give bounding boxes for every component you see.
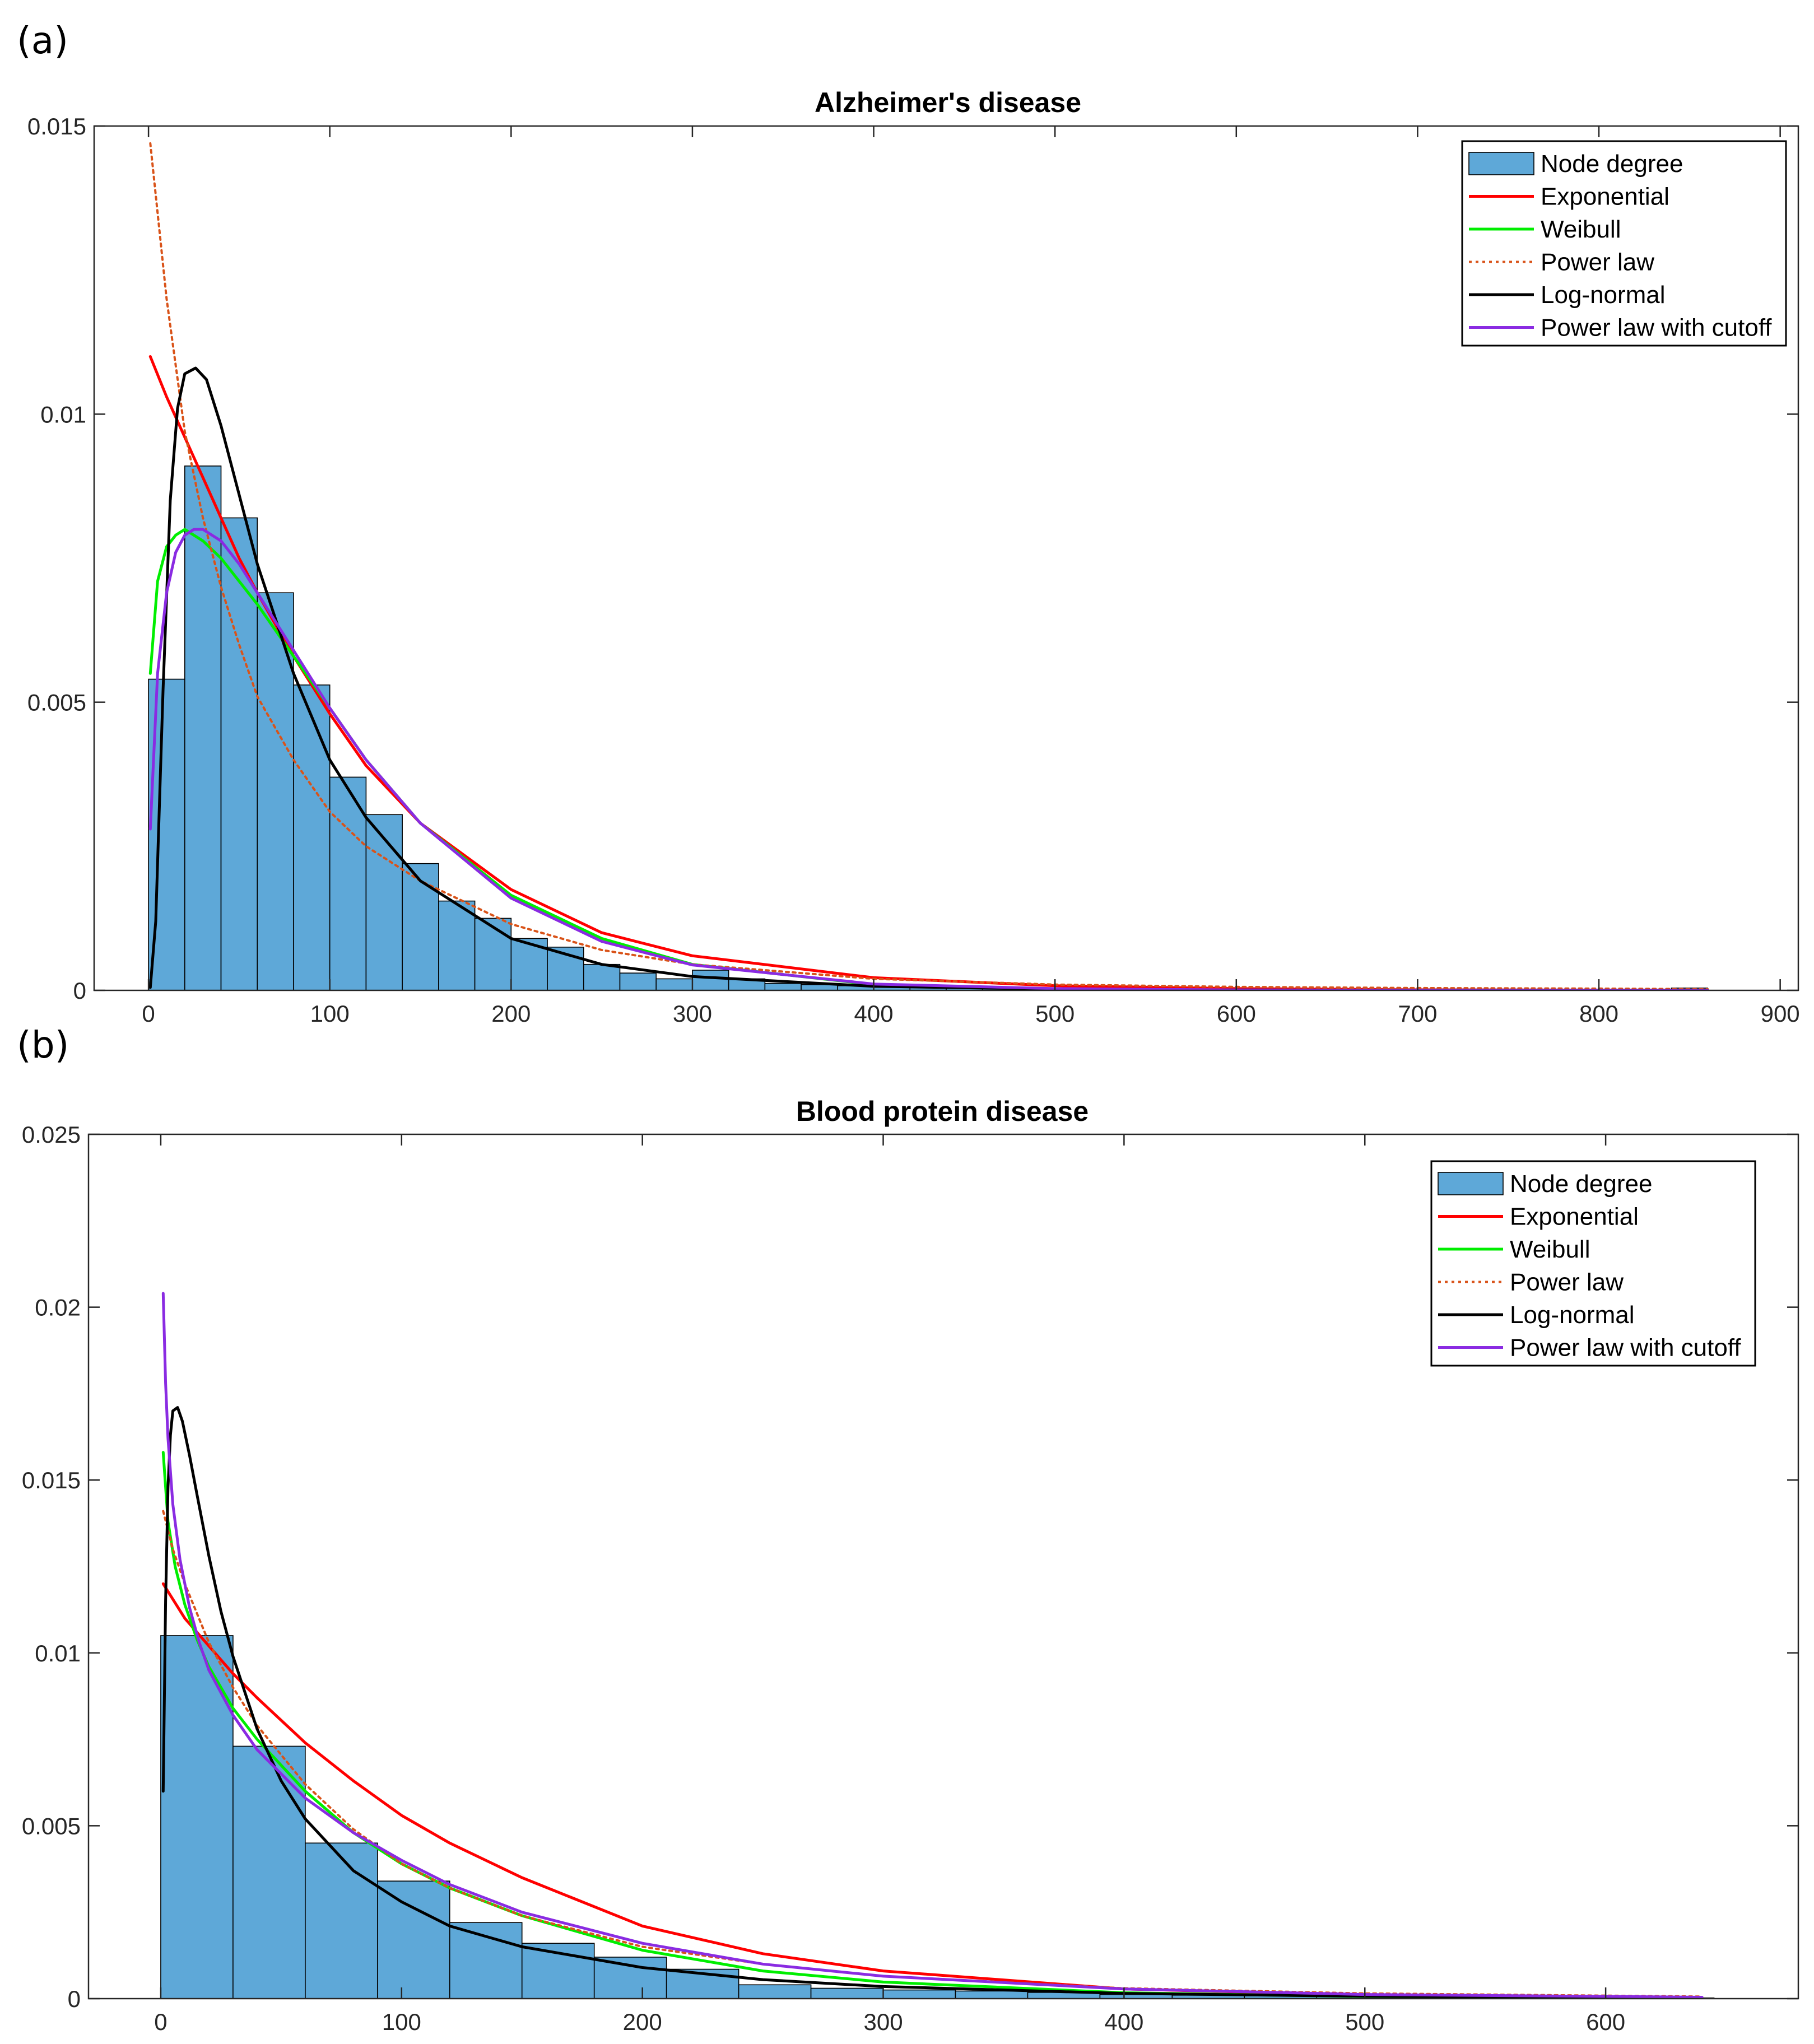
legend-label: Power law with cutoff bbox=[1541, 314, 1772, 342]
histogram-bar bbox=[329, 776, 367, 990]
x-tick-label: 100 bbox=[382, 2009, 421, 2035]
plot-area: 0 100 200 300 400 500 600 0 0.005 0.01 0.015 0.02 0.… bbox=[22, 1121, 1799, 2035]
panel-label: (b) bbox=[17, 1023, 69, 1067]
fit-curves bbox=[148, 142, 1709, 990]
fit-curve-exponential bbox=[161, 1582, 1704, 1999]
histogram bbox=[160, 1635, 1715, 1999]
legend-label: Weibull bbox=[1541, 216, 1621, 243]
y-tick-label: 0.02 bbox=[35, 1295, 81, 1321]
y-tick-label: 0.005 bbox=[22, 1813, 81, 1839]
fit-curve-power-law-with-cutoff bbox=[148, 528, 1709, 990]
legend-label: Node degree bbox=[1510, 1170, 1652, 1198]
histogram-bar bbox=[955, 1990, 1029, 1999]
fit-curve-exponential bbox=[148, 355, 1709, 990]
legend-label: Power law bbox=[1510, 1269, 1624, 1296]
y-tick-label: 0.025 bbox=[22, 1121, 81, 1148]
chart-title: Alzheimer's disease bbox=[815, 87, 1081, 118]
histogram-bar bbox=[738, 1984, 812, 1999]
x-tick-label: 100 bbox=[310, 1000, 350, 1027]
y-tick-label: 0.015 bbox=[27, 113, 86, 139]
histogram-bar bbox=[305, 1842, 378, 1999]
legend-label: Node degree bbox=[1541, 150, 1683, 178]
legend-label: Exponential bbox=[1541, 183, 1669, 211]
x-tick-label: 500 bbox=[1035, 1000, 1075, 1027]
histogram-bar bbox=[593, 1957, 667, 1999]
axes-box bbox=[87, 1133, 1799, 2000]
legend-swatch bbox=[1438, 1172, 1504, 1195]
histogram-bar bbox=[293, 685, 331, 990]
y-tick-label: 0 bbox=[68, 1986, 81, 2012]
legend-swatch bbox=[1468, 152, 1534, 175]
x-tick-label: 0 bbox=[142, 1000, 155, 1027]
x-tick-label: 700 bbox=[1398, 1000, 1437, 1027]
chart-title: Blood protein disease bbox=[796, 1096, 1089, 1127]
histogram-bar bbox=[365, 814, 403, 990]
legend: Node degree Exponential Weibull Power law Lo… bbox=[1430, 1160, 1756, 1367]
plot-area: 0 100 200 300 400 500 600 700 800 900 0 0.005 0.01 0.… bbox=[27, 113, 1800, 1027]
histogram-bar bbox=[232, 1745, 306, 1999]
axes-box bbox=[93, 125, 1799, 991]
fit-curves bbox=[161, 1292, 1704, 1999]
y-tick-label: 0.015 bbox=[22, 1467, 81, 1493]
x-tick-label: 900 bbox=[1761, 1000, 1800, 1027]
x-tick-label: 200 bbox=[491, 1000, 531, 1027]
y-tick-label: 0.005 bbox=[27, 690, 86, 716]
histogram-bar bbox=[619, 972, 657, 990]
legend-box bbox=[1461, 140, 1787, 347]
fit-curve-log-normal bbox=[148, 366, 1709, 990]
histogram-bar bbox=[583, 963, 621, 990]
histogram-bar bbox=[692, 970, 729, 990]
histogram-bar bbox=[764, 983, 802, 990]
histogram-bar bbox=[377, 1880, 450, 1999]
x-tick-label: 600 bbox=[1586, 2009, 1625, 2035]
x-tick-label: 600 bbox=[1217, 1000, 1256, 1027]
legend-label: Weibull bbox=[1510, 1236, 1590, 1263]
legend-label: Power law with cutoff bbox=[1510, 1334, 1741, 1362]
x-tick-label: 200 bbox=[623, 2009, 662, 2035]
y-tick-label: 0 bbox=[73, 977, 86, 1004]
x-tick-label: 300 bbox=[863, 2009, 903, 2035]
histogram-bar bbox=[160, 1635, 234, 1999]
x-tick-label: 800 bbox=[1579, 1000, 1618, 1027]
x-tick-label: 400 bbox=[1104, 2009, 1143, 2035]
x-tick-label: 0 bbox=[154, 2009, 167, 2035]
fit-curve-log-normal bbox=[161, 1406, 1704, 1999]
histogram-bar bbox=[474, 918, 512, 990]
legend-label: Power law bbox=[1541, 249, 1654, 276]
histogram-bar bbox=[810, 1987, 884, 1999]
x-tick-label: 400 bbox=[854, 1000, 894, 1027]
histogram-bar bbox=[449, 1922, 523, 1999]
histogram-bar bbox=[882, 1989, 956, 1999]
histogram-bar bbox=[184, 465, 222, 990]
fit-curve-power-law-with-cutoff bbox=[161, 1292, 1704, 1999]
histogram-bar bbox=[257, 592, 294, 990]
x-tick-label: 500 bbox=[1345, 2009, 1384, 2035]
y-tick-label: 0.01 bbox=[40, 401, 86, 427]
legend-label: Log-normal bbox=[1510, 1301, 1635, 1329]
legend-label: Exponential bbox=[1510, 1203, 1639, 1231]
histogram bbox=[148, 465, 1708, 990]
histogram-bar bbox=[655, 978, 693, 990]
y-tick-label: 0.01 bbox=[35, 1640, 81, 1666]
histogram-bar bbox=[402, 863, 439, 990]
fit-curve-power-law bbox=[149, 142, 1709, 990]
panel-b-chart: (b) Blood protein disease 0 100 200 300 400 5… bbox=[17, 1023, 1799, 2035]
legend-box bbox=[1430, 1160, 1756, 1367]
x-tick-label: 300 bbox=[673, 1000, 712, 1027]
panel-label: (a) bbox=[17, 19, 68, 62]
panel-a-chart: (a) Alzheimer's disease 0 100 200 300 400 500… bbox=[17, 19, 1800, 1027]
legend: Node degree Exponential Weibull Power law Lo… bbox=[1461, 140, 1787, 347]
legend-label: Log-normal bbox=[1541, 281, 1666, 309]
histogram-bar bbox=[220, 517, 258, 990]
histogram-bar bbox=[438, 900, 476, 990]
